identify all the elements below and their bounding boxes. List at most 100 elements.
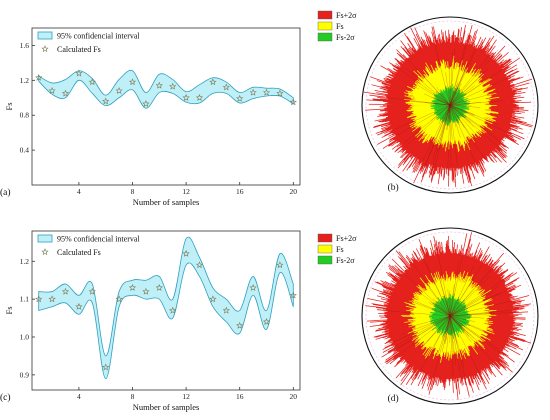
data-point [262,318,271,325]
data-point [128,283,137,291]
y-tick-label: 0.9 [20,370,30,379]
legend-label: Fs-2σ [336,256,355,265]
plot-frame [31,230,301,391]
data-point [169,82,177,90]
data-point [276,261,284,269]
radial-panel-b: (b) Fs+2σ Fs Fs-2σ [317,10,539,194]
legend-ci-label: 95% confidencial interval [57,235,140,244]
data-point [75,302,83,310]
data-point [48,86,56,94]
data-point [48,295,56,303]
data-point [195,261,204,269]
data-point [222,306,230,314]
x-tick-label: 16 [236,392,244,401]
outer-circle [361,16,539,194]
data-point [115,86,123,94]
legend-label: Fs [336,245,344,254]
data-point [236,321,244,329]
legend-swatch [317,244,333,254]
data-point [209,78,217,86]
outer-circle [361,227,539,405]
legend-swatch [317,21,333,31]
y-axis-label: Fs [4,102,14,110]
legend-swatch [317,233,333,243]
data-point [128,78,137,86]
y-tick-label: 1.1 [20,295,30,304]
detail-spikes [376,244,520,381]
data-point [182,93,190,101]
x-tick-label: 4 [77,392,81,401]
data-point [102,97,110,105]
y-tick-label: 0.4 [20,146,30,155]
legend-ci-swatch [37,234,53,243]
x-tick-label: 8 [131,187,135,196]
y-tick-label: 1.0 [20,333,30,342]
data-point [88,287,96,295]
data-point [102,363,110,371]
y-axis-label: Fs [4,306,14,314]
x-tick-label: 20 [290,187,298,196]
legend-calc-marker [41,45,49,53]
legend-calc-label: Calculated Fs [57,45,101,54]
legend-swatch [317,255,333,265]
plot-frame [31,27,301,186]
data-point [236,94,244,102]
data-point [142,287,150,295]
legend-label: Fs-2σ [336,33,355,42]
x-tick-label: 8 [131,392,135,401]
legend-swatch [317,10,333,20]
legend-swatch [317,32,333,42]
x-tick-label: 20 [290,392,298,401]
data-point [289,98,297,106]
panel-label: (c) [0,392,11,403]
data-point [262,88,271,96]
y-tick-label: 1.6 [20,41,30,50]
guide-circle [365,231,535,401]
data-point [222,83,230,91]
x-axis-label: Number of samples [133,402,200,412]
chart-panel-c: 4 8 12 16 20 0.9 1.0 1.1 1.2 Number of samples Fs (… [0,230,301,412]
data-point [169,306,177,314]
y-tick-label: 1.2 [20,257,30,266]
data-point [289,291,297,299]
x-tick-label: 16 [236,187,244,196]
data-point [61,89,70,97]
data-point [75,69,83,77]
data-point [88,78,96,86]
legend-calc-label: Calculated Fs [57,248,101,257]
x-tick-label: 4 [77,187,81,196]
data-point [182,249,190,257]
data-point [35,295,43,303]
detail-spikes [374,33,515,180]
legend-label: Fs [336,22,344,31]
x-tick-label: 12 [182,392,190,401]
legend-ci-label: 95% confidencial interval [57,32,140,41]
legend-label: Fs+2σ [336,11,357,20]
panel-label: (b) [388,182,399,193]
panel-label: (a) [0,187,11,198]
data-point [61,287,70,295]
y-tick-label: 0.8 [20,111,30,120]
data-point [155,81,163,89]
confidence-band [38,69,294,109]
radial-panel-d: (d) Fs+2σ Fs Fs-2σ [317,227,539,405]
data-point [209,295,217,303]
chart-panel-a: 4 8 12 16 20 0.4 0.8 1.2 1.6 Number of samples Fs (… [0,27,301,207]
confidence-band [38,236,294,380]
legend-ci-swatch [37,31,53,40]
guide-circle [365,20,535,190]
data-point [35,73,43,81]
panel-label: (d) [388,393,399,404]
x-tick-label: 12 [182,187,190,196]
legend-label: Fs+2σ [336,234,357,243]
data-point [276,89,284,97]
y-tick-label: 1.2 [20,76,30,85]
data-point [115,295,123,303]
data-point [142,100,150,107]
data-point [155,283,163,291]
data-point [249,88,257,96]
legend-calc-marker [41,248,49,256]
x-axis-label: Number of samples [133,197,200,207]
data-point [249,283,257,291]
